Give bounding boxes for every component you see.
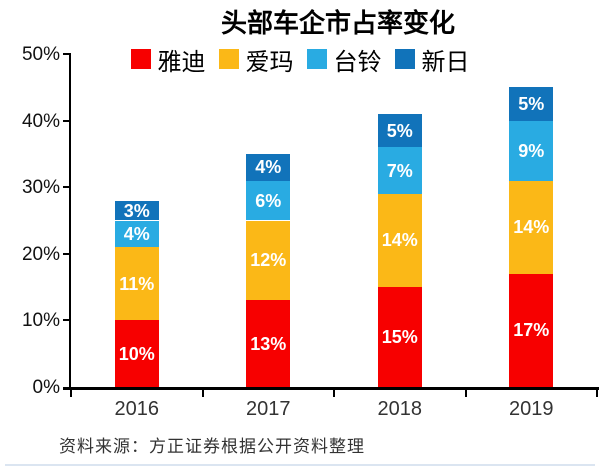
bottom-border-line — [5, 464, 595, 466]
y-tick — [63, 53, 71, 55]
legend-swatch-icon — [130, 49, 151, 69]
legend-swatch-icon — [218, 49, 239, 69]
bar-segment-新日: 5% — [377, 113, 422, 148]
y-tick-label: 30% — [21, 177, 60, 199]
bar-segment-爱玛: 11% — [114, 247, 159, 321]
legend-label: 新日 — [421, 48, 470, 76]
bar-segment-台铃: 6% — [246, 180, 291, 221]
y-tick-label: 0% — [32, 377, 60, 398]
bar-segment-爱玛: 14% — [377, 193, 422, 288]
bar-value-label: 9% — [518, 140, 545, 161]
x-tick — [464, 390, 467, 397]
chart-title: 头部车企市占率变化 — [220, 8, 455, 38]
x-tick — [201, 390, 204, 397]
bar-value-label: 11% — [119, 273, 155, 294]
x-category-label: 2019 — [509, 398, 554, 420]
x-tick — [333, 390, 335, 397]
bar-value-label: 3% — [123, 200, 150, 221]
x-category-label: 2017 — [246, 398, 291, 420]
legend-item-台铃: 台铃 — [306, 42, 382, 77]
bar-value-label: 7% — [386, 160, 413, 181]
bar-segment-爱玛: 14% — [509, 180, 554, 274]
source-note: 资料来源：方正证券根据公开资料整理 — [59, 437, 365, 456]
y-tick-label: 40% — [21, 110, 60, 132]
legend-label: 爱玛 — [245, 48, 294, 76]
y-tick-label: 20% — [21, 243, 60, 265]
bar-value-label: 17% — [513, 320, 550, 341]
bar-segment-台铃: 7% — [377, 147, 422, 194]
legend-swatch-icon — [394, 49, 415, 69]
legend-swatch-icon — [306, 49, 327, 69]
legend-item-雅迪: 雅迪 — [130, 42, 206, 77]
bar-value-label: 13% — [250, 333, 287, 354]
bar-value-label: 5% — [386, 120, 413, 141]
x-axis — [63, 387, 599, 390]
bar-segment-台铃: 9% — [509, 120, 554, 181]
bar-value-label: 14% — [381, 230, 418, 251]
x-category-label: 2016 — [114, 398, 160, 420]
y-tick — [63, 319, 71, 322]
bar-segment-新日: 5% — [509, 87, 554, 121]
bar-segment-台铃: 4% — [114, 220, 159, 248]
x-tick — [596, 390, 598, 397]
bar-value-label: 5% — [518, 93, 545, 114]
bar-segment-雅迪: 17% — [509, 273, 554, 387]
bar-value-label: 14% — [513, 217, 550, 238]
legend-label: 台铃 — [333, 48, 382, 76]
y-tick — [63, 186, 71, 189]
bar-value-label: 6% — [255, 190, 282, 211]
bar-segment-雅迪: 15% — [377, 287, 422, 387]
x-category-label: 2018 — [377, 398, 423, 420]
y-tick — [63, 119, 71, 122]
y-tick — [63, 252, 71, 255]
legend-label: 雅迪 — [157, 48, 206, 76]
y-tick-label: 10% — [21, 310, 60, 332]
bar-segment-雅迪: 10% — [114, 320, 159, 387]
bar-value-label: 4% — [123, 223, 150, 244]
bar-value-label: 4% — [255, 157, 282, 178]
y-tick-label: 50% — [21, 44, 60, 65]
bar-value-label: 10% — [118, 343, 155, 364]
bar-segment-爱玛: 12% — [246, 220, 291, 301]
bar-segment-新日: 4% — [246, 153, 291, 181]
bar-segment-新日: 3% — [114, 200, 159, 221]
chart-legend: 雅迪 爱玛 台铃 新日 — [20, 45, 580, 76]
legend-item-爱玛: 爱玛 — [218, 42, 294, 77]
y-axis — [69, 53, 71, 390]
x-tick — [70, 390, 72, 397]
bar-value-label: 15% — [381, 327, 418, 348]
bar-value-label: 12% — [250, 250, 287, 271]
legend-item-新日: 新日 — [394, 42, 470, 77]
bar-segment-雅迪: 13% — [246, 300, 291, 387]
